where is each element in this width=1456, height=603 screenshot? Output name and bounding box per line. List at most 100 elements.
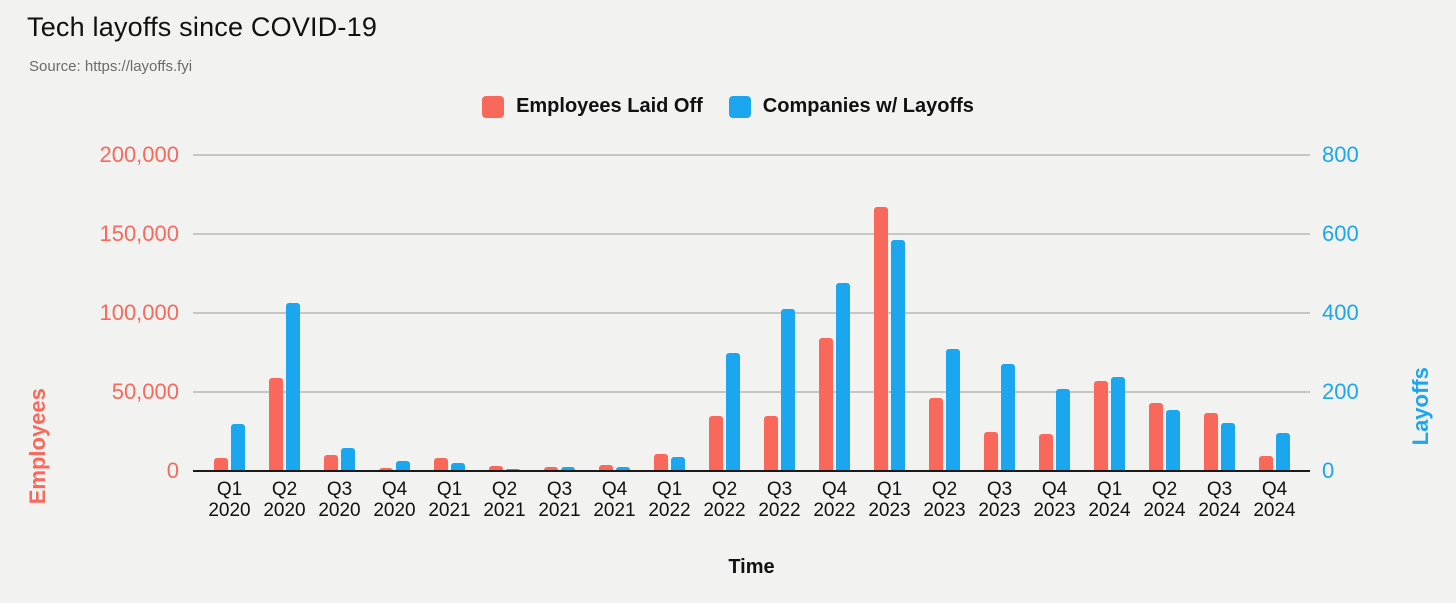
employees-bar-q1-2023 [874, 207, 888, 471]
gridline [193, 154, 1310, 156]
bar-slot: Q3 2024 [1192, 155, 1247, 521]
companies-bar-q2-2021 [506, 468, 520, 471]
employees-bar-q4-2022 [819, 338, 833, 471]
companies-bar-q2-2024 [1166, 409, 1180, 471]
companies-bar-q3-2023 [1001, 364, 1015, 471]
x-axis-tick-label: Q4 2021 [593, 479, 636, 521]
x-axis-tick-label: Q3 2021 [538, 479, 581, 521]
companies-bar-q3-2022 [781, 309, 795, 471]
employees-bar-q3-2021 [544, 467, 558, 471]
x-axis-tick-label: Q4 2024 [1253, 479, 1296, 521]
legend: Employees Laid Off Companies w/ Layoffs [0, 95, 1456, 118]
x-axis-tick-label: Q2 2023 [923, 479, 966, 521]
companies-bar-q2-2020 [286, 303, 300, 471]
employees-bar-q2-2024 [1149, 403, 1163, 471]
bar-slot: Q2 2024 [1137, 155, 1192, 521]
right-axis-title: Layoffs [1408, 367, 1433, 446]
bar-slot: Q1 2021 [422, 155, 477, 521]
bar-slot: Q4 2022 [807, 155, 862, 521]
companies-bar-q3-2024 [1221, 422, 1235, 471]
x-axis-line [193, 470, 1310, 472]
right-axis-tick-label: 800 [1322, 142, 1359, 167]
x-axis-tick-label: Q4 2020 [373, 479, 416, 521]
source-caption: Source: https://layoffs.fyi [29, 58, 193, 75]
bar-slot: Q4 2023 [1027, 155, 1082, 521]
companies-bar-q1-2024 [1111, 377, 1125, 471]
right-axis-tick-label: 200 [1322, 379, 1359, 404]
left-axis-tick-label: 150,000 [99, 221, 179, 246]
companies-bar-q4-2024 [1276, 433, 1290, 471]
left-axis-tick-label: 0 [166, 458, 179, 483]
x-axis-tick-label: Q1 2020 [208, 479, 251, 521]
bar-slot: Q3 2022 [752, 155, 807, 521]
bar-slot: Q2 2023 [917, 155, 972, 521]
left-axis-tick-label: 200,000 [99, 142, 179, 167]
employees-bar-q3-2022 [764, 415, 778, 471]
employees-bar-q1-2022 [654, 454, 668, 471]
x-axis-title: Time [728, 556, 775, 578]
bar-slot: Q3 2023 [972, 155, 1027, 521]
left-axis-tick-label: 50,000 [111, 379, 179, 404]
companies-bar-q3-2021 [561, 467, 575, 471]
bar-slot: Q2 2020 [257, 155, 312, 521]
gridline [193, 233, 1310, 235]
x-axis-tick-label: Q3 2022 [758, 479, 801, 521]
companies-bar-q1-2021 [451, 463, 465, 471]
companies-bar-q4-2023 [1056, 388, 1070, 471]
employees-bar-q4-2023 [1039, 433, 1053, 471]
legend-label-employees: Employees Laid Off [516, 95, 703, 117]
legend-item-employees: Employees Laid Off [482, 95, 703, 118]
bar-slot: Q4 2021 [587, 155, 642, 521]
gridline [193, 312, 1310, 314]
companies-bar-q2-2022 [726, 352, 740, 471]
employees-bar-q2-2021 [489, 465, 503, 471]
employees-bar-q3-2024 [1204, 412, 1218, 471]
x-axis-tick-label: Q2 2024 [1143, 479, 1186, 521]
x-axis-tick-label: Q1 2024 [1088, 479, 1131, 521]
companies-bar-q4-2021 [616, 466, 630, 471]
employees-bar-q3-2023 [984, 432, 998, 471]
x-axis-tick-label: Q2 2020 [263, 479, 306, 521]
x-axis-tick-label: Q3 2024 [1198, 479, 1241, 521]
employees-bar-q1-2024 [1094, 380, 1108, 471]
companies-bar-q1-2022 [671, 457, 685, 471]
bar-slot: Q2 2021 [477, 155, 532, 521]
legend-item-companies: Companies w/ Layoffs [728, 95, 974, 118]
x-axis-tick-label: Q1 2022 [648, 479, 691, 521]
right-axis-tick-label: 600 [1322, 221, 1359, 246]
chart-title: Tech layoffs since COVID-19 [27, 12, 378, 42]
plot-area: Q1 2020 Q2 2020 Q3 2020 Q4 2020 Q1 2021 Q2 20… [99, 142, 1358, 521]
bar-slot: Q2 2022 [697, 155, 752, 521]
companies-bar-q3-2020 [341, 448, 355, 471]
bar-slot: Q1 2020 [202, 155, 257, 521]
x-axis-tick-label: Q3 2023 [978, 479, 1021, 521]
legend-label-companies: Companies w/ Layoffs [762, 95, 974, 117]
companies-bar-q2-2023 [946, 349, 960, 471]
left-axis-tick-label: 100,000 [99, 300, 179, 325]
bar-slot: Q1 2022 [642, 155, 697, 521]
x-axis-tick-label: Q2 2022 [703, 479, 746, 521]
bar-slot: Q4 2020 [367, 155, 422, 521]
right-axis-tick-label: 0 [1322, 458, 1335, 483]
employees-bar-q4-2021 [599, 465, 613, 471]
bars-container: Q1 2020 Q2 2020 Q3 2020 Q4 2020 Q1 2021 Q2 20… [202, 155, 1302, 521]
companies-swatch-icon [728, 95, 751, 118]
bar-slot: Q1 2024 [1082, 155, 1137, 521]
x-axis-tick-label: Q4 2022 [813, 479, 856, 521]
bar-slot: Q4 2024 [1247, 155, 1302, 521]
x-axis-tick-label: Q2 2021 [483, 479, 526, 521]
companies-bar-q1-2020 [231, 423, 245, 471]
employees-bar-q4-2024 [1259, 456, 1273, 471]
employees-bar-q1-2020 [214, 457, 228, 471]
employees-bar-q2-2022 [709, 415, 723, 471]
gridline [193, 391, 1310, 393]
companies-bar-q4-2020 [396, 461, 410, 471]
right-axis-tick-label: 400 [1322, 300, 1359, 325]
x-axis-tick-label: Q1 2023 [868, 479, 911, 521]
bar-slot: Q1 2023 [862, 155, 917, 521]
employees-swatch-icon [482, 95, 505, 118]
bar-slot: Q3 2021 [532, 155, 587, 521]
employees-bar-q2-2023 [929, 398, 943, 471]
x-axis-tick-label: Q4 2023 [1033, 479, 1076, 521]
companies-bar-q1-2023 [891, 239, 905, 471]
